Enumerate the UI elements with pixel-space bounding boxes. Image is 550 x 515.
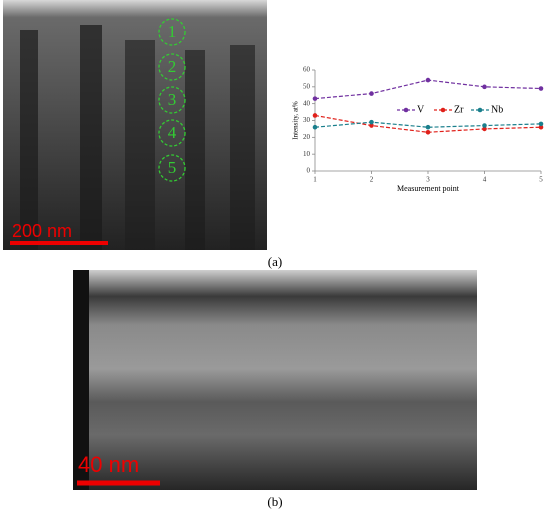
x-tick-label: 4: [483, 176, 487, 184]
x-tick-label: 1: [313, 176, 317, 184]
data-point: [425, 124, 431, 130]
data-point: [538, 86, 544, 91]
marker-label: 3: [168, 90, 177, 109]
line-chart: 0 10 20 30 40 50 60 1 2 3 4 5 Measurement point Inten…: [292, 66, 544, 193]
series-line: [314, 79, 542, 100]
marker-label: 2: [168, 57, 177, 76]
marker-label: 4: [168, 123, 177, 142]
y-tick-label: 60: [303, 66, 311, 74]
tem-image-b: [73, 270, 477, 490]
scale-bar-label: 40 nm: [78, 452, 139, 477]
data-point: [425, 77, 431, 83]
data-point: [312, 124, 318, 130]
y-tick-label: 40: [303, 99, 311, 107]
legend-marker: [403, 107, 409, 113]
data-point: [369, 123, 374, 128]
x-tick-label: 2: [370, 176, 374, 184]
data-point: [482, 123, 487, 128]
marker-circle: [158, 119, 186, 147]
legend-marker: [477, 107, 483, 113]
marker-circle: [158, 18, 186, 46]
x-tick-label: 3: [426, 176, 430, 184]
tem-image-a: [3, 0, 267, 250]
y-tick-label: 30: [303, 116, 311, 124]
data-point: [369, 91, 374, 96]
y-tick-label: 20: [303, 133, 311, 141]
series-line: [314, 121, 542, 128]
measurement-markers: 1 2 3 4 5: [158, 18, 186, 182]
caption: (a): [268, 254, 282, 269]
legend-marker: [440, 107, 446, 113]
caption: (b): [267, 494, 282, 509]
y-tick-label: 10: [303, 150, 311, 158]
y-tick-label: 0: [307, 167, 311, 175]
marker-circle: [158, 86, 186, 114]
data-point: [312, 113, 318, 118]
legend-label: Nb: [491, 104, 503, 115]
legend-label: Zr: [454, 104, 464, 115]
y-axis-label: Intensity, at%: [292, 101, 300, 140]
series-line: [314, 114, 542, 133]
data-point: [482, 126, 487, 132]
data-point: [369, 119, 374, 125]
y-tick-label: 50: [303, 82, 311, 90]
data-point: [538, 124, 544, 130]
legend-label: V: [417, 104, 425, 115]
marker-label: 1: [168, 22, 177, 41]
data-point: [425, 129, 431, 135]
x-tick-label: 5: [539, 176, 543, 184]
data-point: [482, 84, 487, 90]
data-point: [538, 121, 544, 127]
marker-circle: [158, 154, 186, 182]
data-point: [312, 96, 318, 101]
marker-circle: [158, 53, 186, 81]
marker-label: 5: [168, 158, 177, 177]
scale-bar-label: 200 nm: [12, 221, 72, 241]
x-axis-label: Measurement point: [397, 184, 460, 193]
